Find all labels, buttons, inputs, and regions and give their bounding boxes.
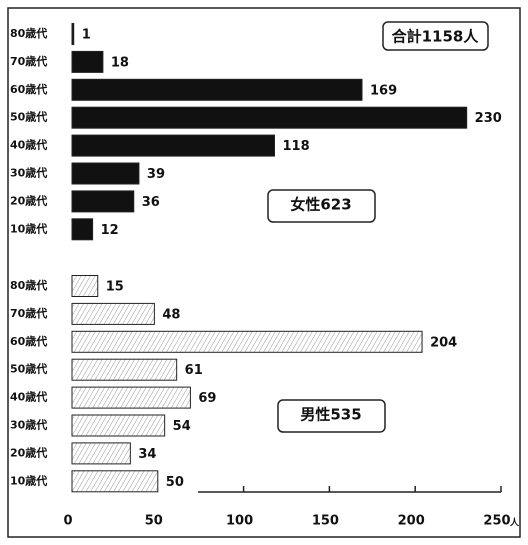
bar — [71, 78, 363, 101]
bar — [71, 358, 178, 381]
frame — [7, 7, 521, 538]
total-box — [382, 21, 489, 51]
category-label: 40歳代 — [10, 138, 47, 152]
total-label: 合計1158人 — [391, 28, 480, 46]
value-label: 118 — [282, 139, 309, 154]
value-label: 36 — [142, 195, 160, 210]
x-tick-label: 100 — [226, 514, 253, 529]
value-label: 15 — [106, 280, 124, 295]
value-label: 1 — [82, 28, 91, 43]
series-box — [267, 189, 376, 223]
bar — [71, 275, 99, 297]
category-label: 30歳代 — [10, 418, 47, 432]
bar — [71, 414, 166, 437]
category-label: 70歳代 — [10, 54, 47, 68]
category-label: 50歳代 — [10, 362, 47, 376]
series-box — [277, 399, 386, 433]
value-label: 61 — [185, 363, 203, 378]
x-tick-label: 200 — [398, 514, 425, 529]
category-label: 10歳代 — [10, 473, 47, 487]
category-label: 20歳代 — [10, 193, 47, 207]
bar — [71, 106, 468, 129]
bar — [71, 190, 135, 213]
bar — [71, 442, 131, 465]
category-label: 70歳代 — [10, 306, 47, 320]
bar — [71, 470, 159, 493]
category-label: 80歳代 — [10, 26, 47, 40]
bar — [71, 386, 191, 409]
category-label: 10歳代 — [10, 221, 47, 235]
value-label: 34 — [138, 447, 156, 462]
value-label: 169 — [370, 83, 397, 98]
category-label: 30歳代 — [10, 166, 47, 180]
value-label: 54 — [173, 419, 191, 434]
value-label: 230 — [475, 111, 502, 126]
x-tick-label: 150 — [312, 514, 339, 529]
category-label: 40歳代 — [10, 390, 47, 404]
series-label: 女性623 — [290, 196, 351, 214]
category-label: 60歳代 — [10, 82, 47, 96]
x-tick-label: 250 — [483, 514, 510, 529]
bar — [71, 330, 423, 353]
category-label: 20歳代 — [10, 445, 47, 459]
series-label: 男性535 — [300, 406, 361, 424]
bar — [71, 23, 75, 45]
value-label: 39 — [147, 167, 165, 182]
x-unit: 人 — [509, 517, 520, 529]
category-label: 80歳代 — [10, 278, 47, 292]
value-label: 69 — [198, 391, 216, 406]
value-label: 12 — [101, 223, 119, 238]
value-label: 18 — [111, 55, 129, 70]
value-label: 50 — [166, 475, 184, 490]
value-label: 204 — [430, 335, 457, 350]
bar — [71, 218, 94, 241]
bar — [71, 302, 155, 325]
bar — [71, 50, 104, 73]
category-label: 60歳代 — [10, 334, 47, 348]
x-tick-label: 50 — [145, 514, 163, 529]
bar — [71, 162, 140, 185]
bar — [71, 134, 275, 157]
x-tick-label: 0 — [63, 514, 72, 529]
category-label: 50歳代 — [10, 110, 47, 124]
value-label: 48 — [162, 307, 180, 322]
